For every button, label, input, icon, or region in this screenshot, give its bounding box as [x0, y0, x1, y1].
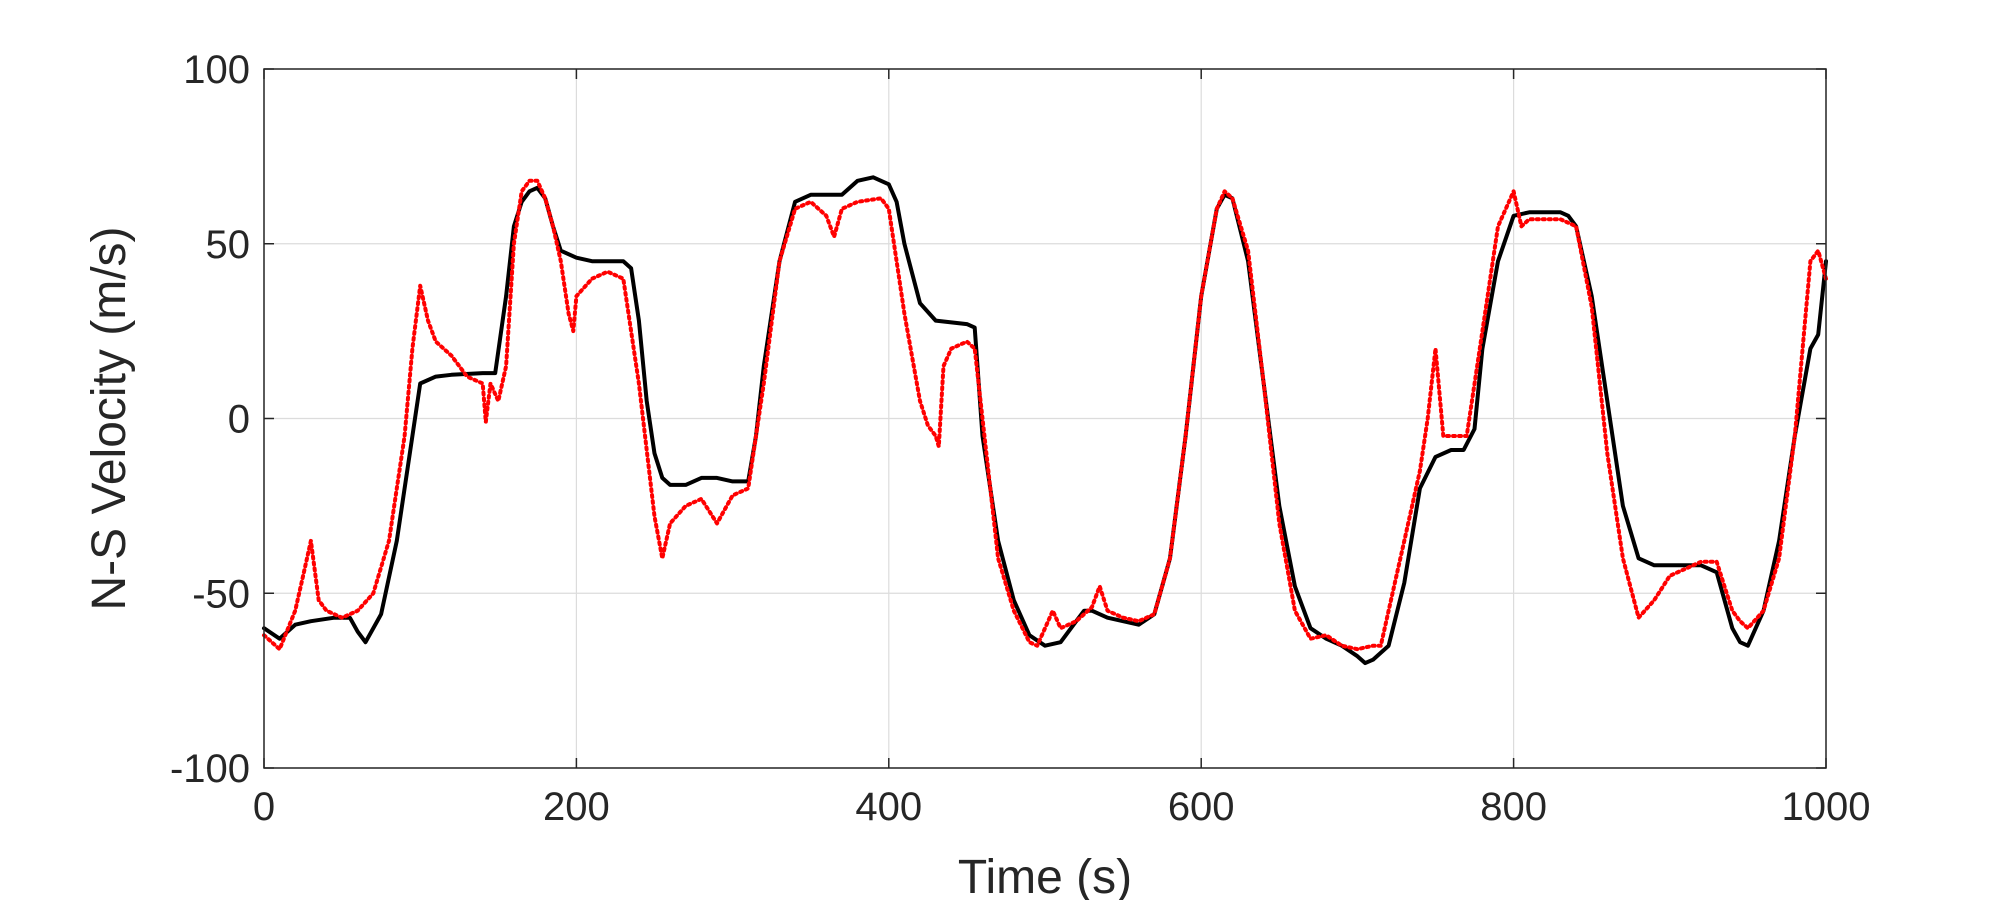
x-tick-label: 0	[253, 785, 275, 829]
x-tick-label: 200	[543, 785, 610, 829]
y-tick-label: 50	[206, 223, 251, 267]
x-axis-title: Time (s)	[958, 851, 1132, 900]
y-tick-label: -50	[192, 572, 250, 616]
x-tick-label: 600	[1168, 785, 1235, 829]
series-line-dotted-red	[262, 178, 1828, 652]
x-tick-label: 1000	[1782, 785, 1871, 829]
series-line-solid-black	[262, 175, 1828, 666]
y-axis-title: N-S Velocity (m/s)	[83, 226, 136, 610]
x-tick-label: 800	[1480, 785, 1547, 829]
x-tick-labels: 0 200 400 600 800 1000	[253, 785, 1871, 829]
y-tick-labels: -100 -50 0 50 100	[170, 48, 250, 791]
series-layer	[262, 175, 1828, 666]
x-tick-label: 400	[855, 785, 922, 829]
grid	[263, 68, 1827, 769]
y-tick-label: 0	[228, 398, 250, 442]
tick-marks	[263, 68, 1827, 769]
y-tick-label: -100	[170, 747, 250, 791]
y-tick-label: 100	[183, 48, 250, 92]
